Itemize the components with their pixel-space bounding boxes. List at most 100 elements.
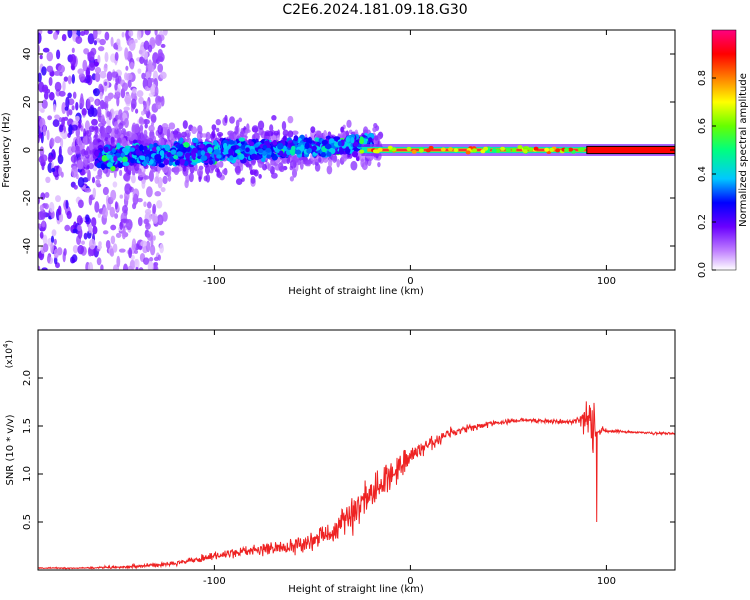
halo-blob	[235, 119, 240, 128]
halo-blob	[267, 163, 272, 172]
noise-blob	[47, 115, 53, 121]
signal-blob	[179, 158, 185, 166]
signal-blob	[117, 162, 124, 169]
noise-blob	[86, 98, 91, 110]
signal-blob	[351, 150, 359, 158]
noise-blob	[40, 192, 46, 201]
halo-blob	[314, 163, 321, 172]
noise-blob	[67, 92, 72, 99]
y-tick-label: 20	[22, 96, 33, 109]
halo-blob	[244, 129, 251, 134]
noise-blob	[47, 30, 53, 35]
halo-blob	[191, 126, 198, 135]
noise-blob	[48, 76, 53, 86]
noise-blob	[124, 47, 129, 60]
halo-blob	[123, 118, 129, 128]
halo-blob	[273, 130, 280, 136]
noise-blob	[61, 33, 67, 42]
spectrogram	[38, 30, 675, 270]
noise-blob	[64, 224, 71, 232]
noise-blob	[84, 187, 92, 193]
colorbar-tick-label: 0.4	[697, 166, 708, 182]
halo-blob	[216, 132, 224, 137]
signal-blob	[208, 160, 214, 165]
carrier-blob	[533, 146, 539, 151]
noise-blob	[155, 102, 162, 110]
noise-blob	[38, 223, 42, 229]
carrier-blob	[391, 147, 397, 152]
noise-blob	[150, 39, 156, 46]
spectrogram-y-label: Frequency (Hz)	[1, 112, 12, 188]
halo-blob	[143, 119, 148, 124]
noise-blob	[106, 95, 112, 102]
carrier-blob	[522, 146, 528, 151]
noise-blob	[120, 218, 128, 223]
halo-blob	[258, 174, 262, 179]
noise-blob	[123, 263, 128, 270]
signal-blob	[191, 152, 197, 159]
noise-blob	[160, 43, 166, 48]
noise-blob	[51, 167, 56, 173]
noise-blob	[50, 242, 54, 254]
noise-blob	[71, 124, 78, 131]
carrier-blob	[453, 148, 459, 153]
y-tick-label: -40	[22, 238, 33, 254]
signal-blob	[353, 141, 359, 147]
noise-blob	[113, 94, 119, 99]
noise-blob	[54, 70, 61, 76]
noise-blob	[110, 36, 114, 47]
halo-blob	[354, 129, 359, 135]
signal-blob	[282, 135, 287, 142]
noise-blob	[42, 124, 47, 137]
noise-blob	[154, 176, 160, 184]
noise-blob	[75, 101, 79, 111]
noise-blob	[143, 50, 148, 60]
noise-blob	[39, 146, 45, 157]
noise-blob	[61, 116, 65, 127]
noise-blob	[87, 223, 93, 234]
noise-blob	[95, 99, 99, 106]
halo-blob	[323, 130, 328, 138]
noise-blob	[114, 201, 118, 210]
noise-blob	[54, 81, 62, 92]
noise-blob	[109, 248, 115, 257]
signal-blob	[122, 161, 130, 167]
noise-blob	[118, 109, 123, 119]
signal-blob	[293, 135, 299, 142]
noise-blob	[57, 154, 64, 165]
noise-blob	[46, 51, 54, 62]
halo-blob	[173, 129, 178, 139]
noise-blob	[118, 169, 123, 177]
noise-blob	[150, 78, 155, 83]
noise-blob	[76, 215, 83, 226]
noise-blob	[94, 72, 101, 83]
noise-blob	[110, 224, 117, 231]
noise-blob	[130, 98, 137, 109]
noise-blob	[136, 90, 144, 98]
carrier-blob	[440, 147, 446, 152]
noise-blob	[137, 68, 142, 74]
noise-blob	[53, 238, 57, 246]
colorbar	[711, 29, 737, 271]
noise-blob	[125, 219, 133, 231]
noise-blob	[71, 64, 75, 70]
noise-blob	[156, 200, 163, 209]
noise-blob	[131, 88, 137, 94]
noise-blob	[142, 257, 150, 265]
noise-blob	[45, 176, 51, 184]
carrier-blob	[472, 148, 477, 153]
carrier-blob	[544, 147, 550, 152]
halo-blob	[91, 176, 96, 184]
noise-blob	[144, 123, 148, 129]
y-tick-label: 0	[22, 147, 33, 153]
carrier-steady	[586, 145, 675, 155]
carrier-blob	[506, 148, 511, 153]
noise-blob	[160, 187, 166, 193]
halo-blob	[205, 131, 211, 141]
noise-blob	[72, 228, 78, 234]
noise-blob	[91, 217, 97, 228]
halo-blob	[334, 155, 338, 162]
halo-blob	[215, 118, 221, 126]
y-tick-label: 1.5	[22, 418, 33, 434]
halo-blob	[362, 126, 369, 136]
